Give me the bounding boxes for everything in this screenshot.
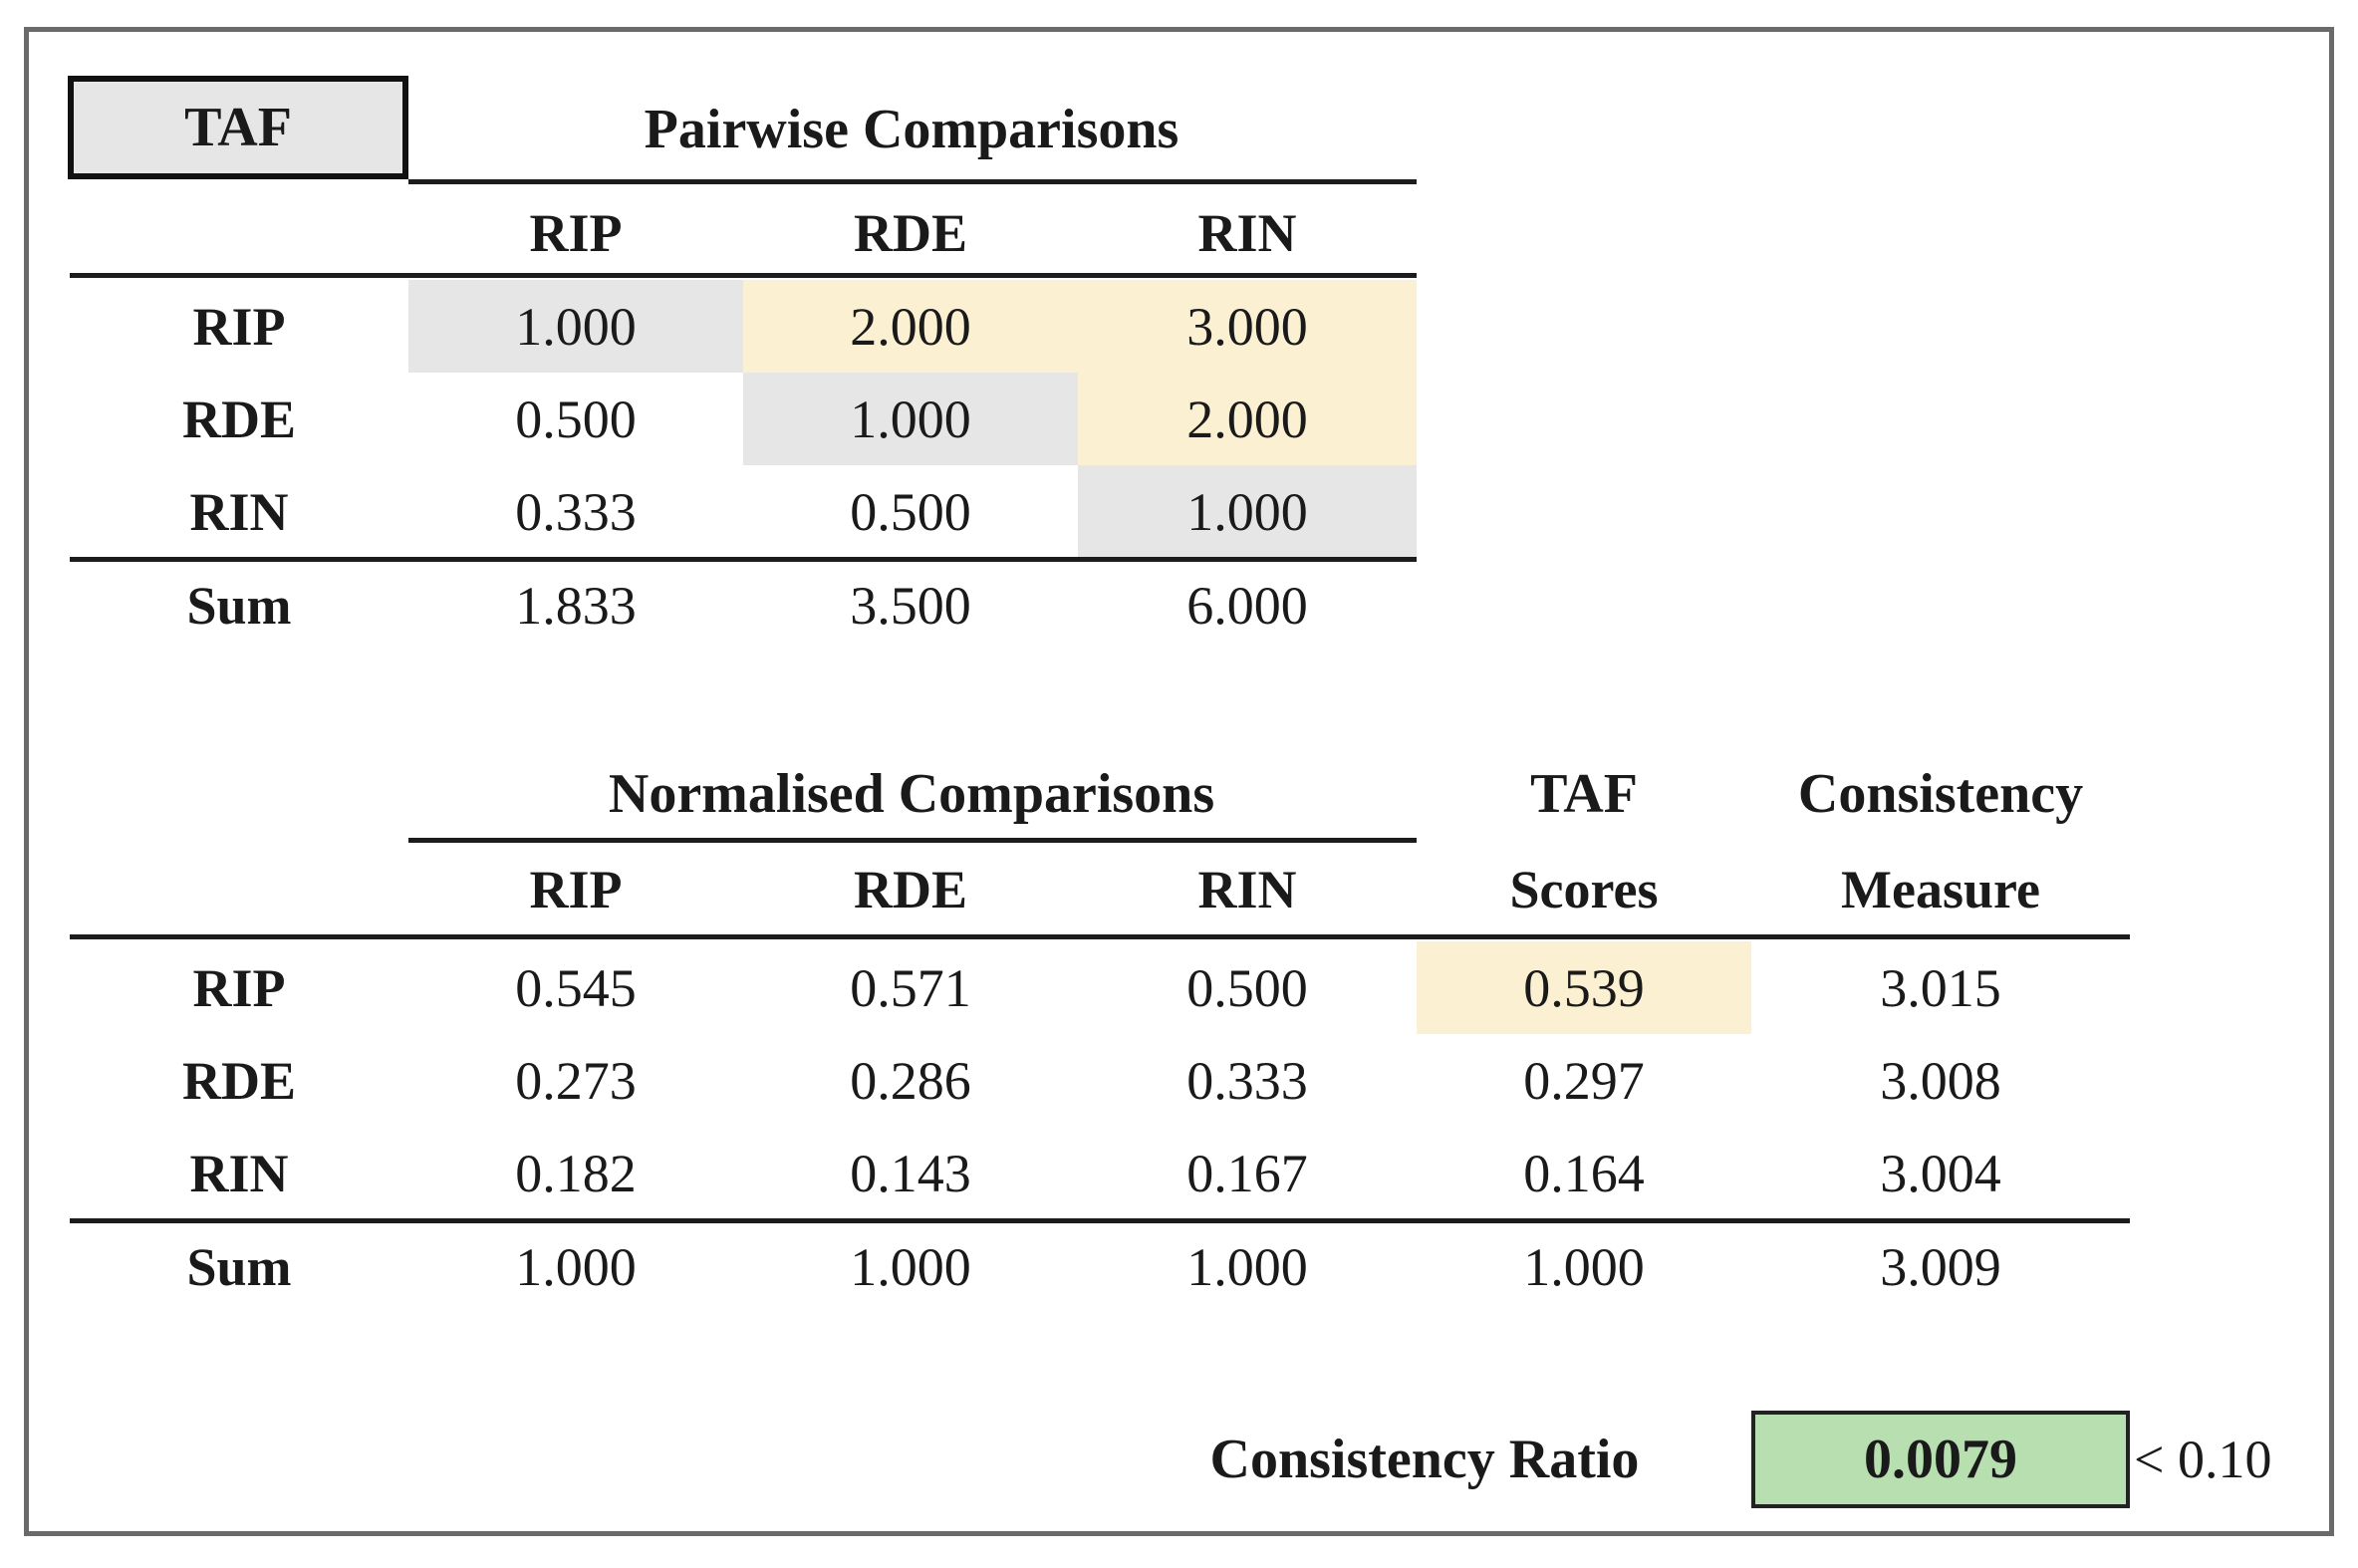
taf-score-cell: 0.297: [1523, 1050, 1645, 1111]
normalised-row-label-rip: RIP: [192, 957, 286, 1018]
taf-scores-header-line1: TAF: [1530, 763, 1638, 825]
taf-scores-header-line2: Scores: [1509, 860, 1659, 919]
normalised-cell: 0.167: [1186, 1143, 1308, 1203]
normalised-row-label-rin: RIN: [189, 1143, 289, 1203]
normalised-cell: 0.182: [515, 1143, 637, 1203]
pairwise-cell: 1.000: [1078, 465, 1417, 558]
normalised-col-rde: RDE: [853, 860, 967, 919]
normalised-title: Normalised Comparisons: [608, 763, 1215, 825]
pairwise-sum-cell: 6.000: [1186, 576, 1308, 636]
taf-label: TAF: [184, 97, 292, 158]
pairwise-cell: 0.333: [515, 481, 637, 542]
consistency-ratio-box: 0.0079: [1751, 1411, 2130, 1508]
pairwise-header-rule: [70, 273, 1417, 278]
consistency-header-line2: Measure: [1841, 860, 2040, 919]
normalised-cell: 0.571: [850, 957, 971, 1018]
normalised-cell: 0.500: [1186, 957, 1308, 1018]
pairwise-cell: 2.000: [1078, 373, 1417, 465]
pairwise-cell: 1.000: [743, 373, 1078, 465]
normalised-sum-cell: 1.000: [1186, 1237, 1308, 1297]
pairwise-row-label-rde: RDE: [181, 389, 296, 449]
consistency-ratio-label: Consistency Ratio: [1209, 1429, 1640, 1490]
taf-score-cell: 0.164: [1523, 1143, 1645, 1203]
pairwise-col-rde: RDE: [853, 203, 967, 263]
normalised-title-rule: [408, 838, 1417, 843]
normalised-sum-cell: 1.000: [515, 1237, 637, 1297]
worksheet-frame: [24, 27, 2334, 1536]
normalised-cell: 0.333: [1186, 1050, 1308, 1111]
normalised-sum-rule: [70, 1218, 2130, 1223]
normalised-row-label-rde: RDE: [181, 1050, 296, 1111]
consistency-header-line1: Consistency: [1797, 763, 2084, 825]
normalised-cell: 0.143: [850, 1143, 971, 1203]
normalised-col-rip: RIP: [529, 860, 623, 919]
pairwise-title-rule: [408, 179, 1417, 184]
normalised-cell: 0.286: [850, 1050, 971, 1111]
consistency-cell: 3.004: [1880, 1143, 2001, 1203]
pairwise-title: Pairwise Comparisons: [644, 99, 1179, 160]
consistency-ratio-threshold: < 0.10: [2134, 1430, 2272, 1489]
pairwise-sum-label: Sum: [186, 576, 292, 636]
taf-score-cell: 0.539: [1417, 941, 1751, 1034]
pairwise-col-rip: RIP: [529, 203, 623, 263]
consistency-ratio-value: 0.0079: [1864, 1429, 2017, 1490]
taf-label-box: TAF: [68, 76, 408, 179]
pairwise-cell: 3.000: [1078, 280, 1417, 373]
pairwise-sum-cell: 1.833: [515, 576, 637, 636]
normalised-cell: 0.545: [515, 957, 637, 1018]
pairwise-cell: 0.500: [515, 389, 637, 449]
consistency-cell: 3.015: [1880, 957, 2001, 1018]
pairwise-cell: 2.000: [743, 280, 1078, 373]
consistency-cell: 3.008: [1880, 1050, 2001, 1111]
normalised-cell: 0.273: [515, 1050, 637, 1111]
pairwise-sum-cell: 3.500: [850, 576, 971, 636]
pairwise-cell: 1.000: [408, 280, 743, 373]
pairwise-row-label-rin: RIN: [189, 481, 289, 542]
consistency-sum: 3.009: [1880, 1237, 2001, 1297]
normalised-sum-cell: 1.000: [850, 1237, 971, 1297]
taf-score-sum: 1.000: [1523, 1237, 1645, 1297]
normalised-sum-label: Sum: [186, 1237, 292, 1297]
pairwise-col-rin: RIN: [1197, 203, 1297, 263]
normalised-header-rule: [70, 934, 2130, 939]
pairwise-cell: 0.500: [850, 481, 971, 542]
normalised-col-rin: RIN: [1197, 860, 1297, 919]
pairwise-row-label-rip: RIP: [192, 296, 286, 357]
pairwise-sum-rule: [70, 557, 1417, 562]
